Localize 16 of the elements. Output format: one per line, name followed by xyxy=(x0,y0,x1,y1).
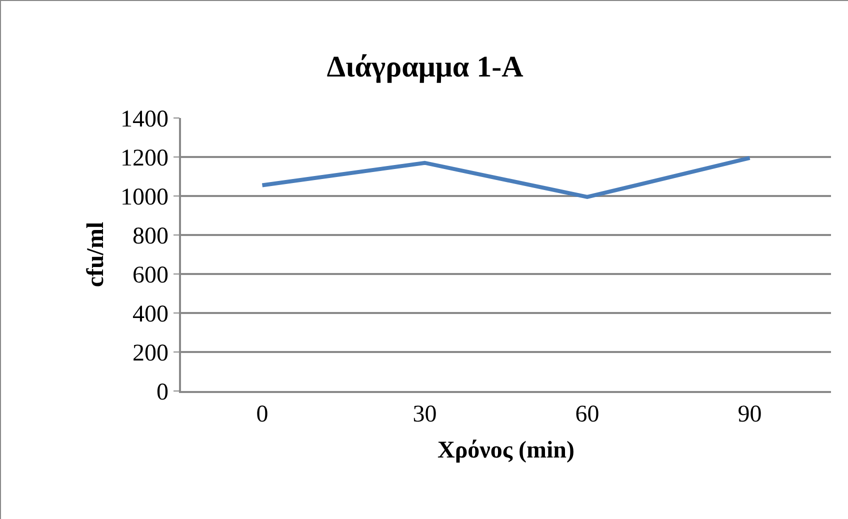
chart-title: Διάγραμμα 1-A xyxy=(326,50,524,84)
y-tick-label: 800 xyxy=(132,223,168,250)
y-tick-label: 1400 xyxy=(120,106,168,132)
y-axis-title: cfu/ml xyxy=(83,222,110,288)
y-tick-label: 200 xyxy=(132,340,168,366)
y-tick-label: 1200 xyxy=(120,145,168,172)
line-series xyxy=(260,156,752,199)
y-tick-label: 600 xyxy=(132,262,168,288)
x-axis-title: Χρόνος (min) xyxy=(437,437,575,464)
y-tick-label: 400 xyxy=(132,301,168,328)
y-tick-label: 1000 xyxy=(120,184,168,210)
x-tick-label: 30 xyxy=(412,402,437,428)
x-tick-label: 90 xyxy=(738,402,762,428)
x-tick-label: 0 xyxy=(256,402,268,428)
x-tick-label: 60 xyxy=(575,402,600,428)
y-tick-label: 0 xyxy=(156,379,168,406)
